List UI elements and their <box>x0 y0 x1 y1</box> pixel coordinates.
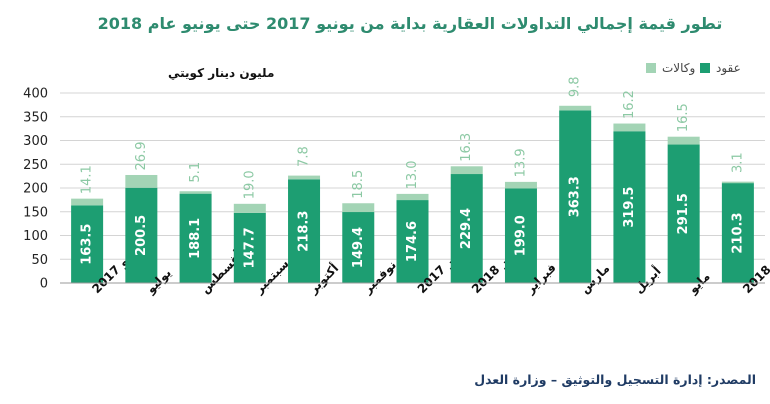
bar-contracts <box>504 188 537 283</box>
data-label-contracts: 363.3 <box>568 176 583 217</box>
y-tick-label: 400 <box>23 87 48 102</box>
bar-agencies <box>721 181 754 184</box>
bar-agencies <box>342 203 375 213</box>
data-label-contracts: 174.6 <box>405 221 420 262</box>
y-tick-label: 300 <box>23 134 48 149</box>
bar-agencies <box>396 193 429 201</box>
legend-swatch <box>646 63 656 73</box>
bar-contracts <box>559 110 592 284</box>
legend-swatch <box>700 63 710 73</box>
bar-contracts <box>667 144 700 283</box>
y-tick-label: 100 <box>23 229 48 244</box>
legend-label: وكالات <box>662 61 695 76</box>
data-label-contracts: 218.3 <box>297 211 312 252</box>
bar-agencies <box>179 191 212 194</box>
data-label-contracts: 291.5 <box>676 193 691 234</box>
bar-contracts <box>71 205 104 283</box>
bar-contracts <box>613 131 646 283</box>
data-label-agencies: 13.9 <box>513 148 528 177</box>
data-label-contracts: 199.0 <box>513 215 528 256</box>
bar-contracts <box>342 212 375 283</box>
y-tick-label: 200 <box>23 182 48 197</box>
data-label-agencies: 13.0 <box>405 160 420 189</box>
bar-contracts <box>288 179 321 283</box>
data-label-agencies: 16.3 <box>459 133 474 162</box>
data-label-contracts: 200.5 <box>134 215 149 256</box>
y-tick-label: 50 <box>31 253 48 268</box>
bar-agencies <box>233 203 266 213</box>
data-label-agencies: 9.8 <box>568 76 583 97</box>
data-label-agencies: 26.9 <box>134 142 149 171</box>
y-tick-label: 350 <box>23 110 48 125</box>
data-label-contracts: 147.7 <box>242 227 257 268</box>
bar-contracts <box>125 187 158 283</box>
data-label-agencies: 16.2 <box>622 90 637 119</box>
bar-agencies <box>450 166 483 175</box>
bar-contracts <box>179 193 212 283</box>
y-tick-label: 150 <box>23 205 48 220</box>
data-label-contracts: 210.3 <box>730 212 745 253</box>
y-axis-label: مليون دينار كويتي <box>168 66 274 81</box>
data-label-agencies: 7.8 <box>297 146 312 167</box>
data-label-contracts: 229.4 <box>459 208 474 249</box>
bar-agencies <box>288 175 321 180</box>
source-note: المصدر: إدارة التسجيل والتوثيق – وزارة ا… <box>474 372 756 387</box>
bar-agencies <box>613 123 646 132</box>
data-label-contracts: 188.1 <box>188 218 203 259</box>
data-label-agencies: 16.5 <box>676 103 691 132</box>
data-label-agencies: 19.0 <box>242 170 257 199</box>
chart-title: تطور قيمة إجمالي التداولات العقارية بداي… <box>97 14 723 33</box>
bar-agencies <box>667 136 700 145</box>
bar-agencies <box>504 181 537 189</box>
bar-agencies <box>559 105 592 111</box>
data-label-contracts: 319.5 <box>622 187 637 228</box>
bar-contracts <box>450 174 483 283</box>
bar-contracts <box>721 183 754 283</box>
data-label-agencies: 3.1 <box>730 152 745 173</box>
bar-contracts <box>396 200 429 283</box>
y-tick-label: 250 <box>23 158 48 173</box>
bar-contracts <box>233 212 266 283</box>
legend-label: عقود <box>716 61 741 76</box>
y-tick-label: 0 <box>40 277 48 292</box>
data-label-agencies: 5.1 <box>188 162 203 183</box>
bar-agencies <box>125 174 158 188</box>
bar-agencies <box>71 198 104 206</box>
data-label-agencies: 18.5 <box>351 170 366 199</box>
data-label-agencies: 14.1 <box>80 165 95 194</box>
data-label-contracts: 163.5 <box>80 224 95 265</box>
data-label-contracts: 149.4 <box>351 227 366 268</box>
